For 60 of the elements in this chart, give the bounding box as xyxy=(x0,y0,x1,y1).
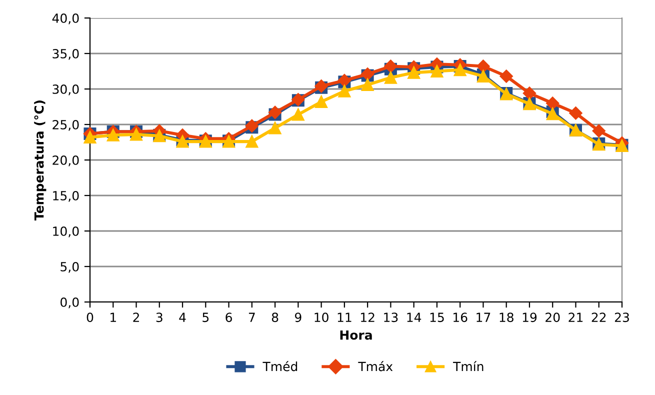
legend-label: Tmín xyxy=(453,361,484,372)
point xyxy=(246,135,258,148)
y-tick-label: 5,0 xyxy=(60,262,79,273)
y-tick-label: 15,0 xyxy=(53,190,79,202)
y-tick-label: 35,0 xyxy=(52,48,79,60)
x-tick-label: 3 xyxy=(156,312,162,322)
x-tick-label: 0 xyxy=(86,312,94,322)
x-tick-label: 23 xyxy=(614,312,629,322)
x-tick-label: 8 xyxy=(272,312,278,322)
point xyxy=(130,128,143,141)
x-tick-label: 2 xyxy=(133,312,139,322)
point xyxy=(546,96,560,110)
point xyxy=(338,84,351,98)
point xyxy=(408,66,420,79)
x-tick-label: 6 xyxy=(226,312,232,322)
x-tick-label: 15 xyxy=(430,312,444,322)
x-tick-label: 19 xyxy=(522,312,537,322)
x-axis-title: Hora xyxy=(340,330,372,340)
x-tick-label: 9 xyxy=(294,312,302,322)
x-tick-label: 14 xyxy=(407,312,422,322)
point xyxy=(430,65,444,78)
point xyxy=(384,71,397,84)
point xyxy=(361,78,374,91)
point xyxy=(384,60,398,73)
y-tick-label: 0,0 xyxy=(60,297,79,308)
point xyxy=(268,106,282,120)
legend-label: Tméd xyxy=(262,361,298,372)
point xyxy=(315,96,328,108)
x-tick-label: 5 xyxy=(202,312,209,322)
point xyxy=(84,131,96,144)
point xyxy=(569,106,582,120)
point xyxy=(546,108,559,120)
y-tick-label: 25,0 xyxy=(52,120,79,131)
point xyxy=(522,86,536,100)
y-tick-label: 30,0 xyxy=(52,84,79,96)
x-tick-label: 1 xyxy=(110,312,116,322)
x-tick-label: 4 xyxy=(179,312,186,322)
point xyxy=(454,64,466,76)
y-tick-label: 20,0 xyxy=(52,155,79,166)
y-tick-label: 10,0 xyxy=(53,226,79,238)
x-tick-label: 18 xyxy=(500,312,514,322)
point xyxy=(292,108,304,121)
x-tick-label: 17 xyxy=(476,312,490,322)
x-tick-label: 16 xyxy=(454,312,468,322)
x-tick-label: 21 xyxy=(568,312,583,322)
point xyxy=(268,122,282,134)
legend-label: Tmáx xyxy=(358,361,393,372)
x-tick-label: 20 xyxy=(546,312,560,322)
point xyxy=(500,70,513,83)
point xyxy=(476,60,490,73)
x-tick-label: 7 xyxy=(248,312,255,322)
y-tick-label: 40,0 xyxy=(52,13,79,24)
point xyxy=(592,124,606,138)
y-axis-title: Temperatura (°C) xyxy=(34,100,46,220)
point xyxy=(106,128,120,142)
x-tick-label: 12 xyxy=(360,312,374,322)
x-tick-label: 13 xyxy=(384,312,398,322)
x-tick-label: 22 xyxy=(592,312,606,322)
x-tick-label: 10 xyxy=(314,312,328,322)
x-tick-label: 11 xyxy=(338,312,352,322)
